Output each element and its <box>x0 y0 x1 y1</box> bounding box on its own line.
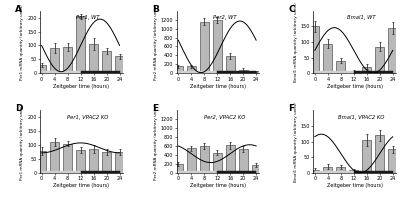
Bar <box>115 57 124 73</box>
Bar <box>187 67 196 73</box>
Text: F: F <box>288 104 294 113</box>
Bar <box>76 150 85 173</box>
Bar <box>200 22 209 73</box>
Text: A: A <box>15 5 22 14</box>
Bar <box>63 144 72 173</box>
Y-axis label: Per2 mRNA quantity (arbitrary units): Per2 mRNA quantity (arbitrary units) <box>154 4 158 80</box>
Bar <box>252 165 261 173</box>
Bar <box>217 171 256 173</box>
Y-axis label: Per1 mRNA quantity (arbitrary units): Per1 mRNA quantity (arbitrary units) <box>20 4 24 80</box>
Bar <box>42 171 80 173</box>
Bar <box>50 142 59 173</box>
X-axis label: Zeitgeber time (hours): Zeitgeber time (hours) <box>190 84 246 89</box>
Bar <box>76 16 85 73</box>
Bar <box>362 140 371 173</box>
Text: B: B <box>152 5 159 14</box>
Bar <box>80 71 120 73</box>
Bar <box>102 152 111 173</box>
Bar <box>80 171 120 173</box>
Text: Per2, VPAC2 KO: Per2, VPAC2 KO <box>204 115 245 120</box>
Y-axis label: Per2 mRNA quantity (arbitrary units): Per2 mRNA quantity (arbitrary units) <box>154 104 158 179</box>
Text: Per1, WT: Per1, WT <box>76 15 100 20</box>
Bar <box>174 164 183 173</box>
Bar <box>213 153 222 173</box>
Bar <box>252 71 261 73</box>
X-axis label: Zeitgeber time (hours): Zeitgeber time (hours) <box>53 84 109 89</box>
Bar <box>323 167 332 173</box>
Bar <box>102 51 111 73</box>
Bar <box>115 152 124 173</box>
Bar <box>89 44 98 73</box>
Bar <box>63 47 72 73</box>
Bar <box>315 171 354 173</box>
Bar <box>174 67 183 73</box>
Bar <box>323 43 332 73</box>
Bar <box>178 171 217 173</box>
Text: Per2, WT: Per2, WT <box>213 15 236 20</box>
Bar <box>315 71 354 73</box>
Text: Per1, VPAC2 KO: Per1, VPAC2 KO <box>67 115 109 120</box>
Bar <box>200 146 209 173</box>
X-axis label: Zeitgeber time (hours): Zeitgeber time (hours) <box>327 84 383 89</box>
Bar <box>239 149 248 173</box>
Bar <box>50 48 59 73</box>
Bar <box>239 70 248 73</box>
Bar <box>336 167 345 173</box>
Bar <box>375 135 384 173</box>
Bar <box>349 170 358 173</box>
Bar <box>187 148 196 173</box>
Bar <box>310 26 319 73</box>
Bar <box>354 171 393 173</box>
Bar <box>375 47 384 73</box>
Bar <box>362 67 371 73</box>
Bar <box>178 71 217 73</box>
Text: E: E <box>152 104 158 113</box>
X-axis label: Zeitgeber time (hours): Zeitgeber time (hours) <box>327 183 383 188</box>
Text: Bmal1, VPAC2 KO: Bmal1, VPAC2 KO <box>338 115 384 120</box>
Bar <box>388 28 397 73</box>
Y-axis label: Bmal1 mRNA quantity (arbitrary units): Bmal1 mRNA quantity (arbitrary units) <box>294 2 298 82</box>
Bar <box>226 145 235 173</box>
Bar <box>213 20 222 73</box>
Bar <box>37 151 46 173</box>
Bar <box>354 71 393 73</box>
Y-axis label: Bmal1 mRNA quantity (arbitrary units): Bmal1 mRNA quantity (arbitrary units) <box>294 102 298 181</box>
Bar <box>37 65 46 73</box>
Bar <box>388 149 397 173</box>
Text: Bmal1, WT: Bmal1, WT <box>347 15 376 20</box>
Text: D: D <box>15 104 23 113</box>
Bar <box>310 170 319 173</box>
Bar <box>349 71 358 73</box>
Bar <box>217 71 256 73</box>
Text: C: C <box>288 5 295 14</box>
Bar <box>336 61 345 73</box>
X-axis label: Zeitgeber time (hours): Zeitgeber time (hours) <box>190 183 246 188</box>
Y-axis label: Per1 mRNA quantity (arbitrary units): Per1 mRNA quantity (arbitrary units) <box>20 104 24 179</box>
Bar <box>226 56 235 73</box>
Bar <box>42 71 80 73</box>
X-axis label: Zeitgeber time (hours): Zeitgeber time (hours) <box>53 183 109 188</box>
Bar <box>89 149 98 173</box>
